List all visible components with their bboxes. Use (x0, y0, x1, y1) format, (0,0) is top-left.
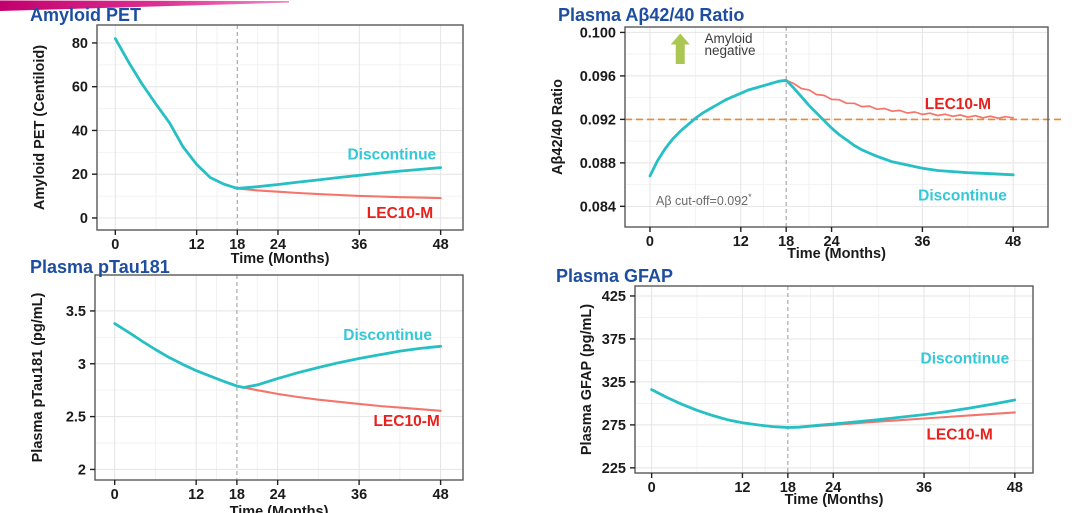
y-axis-title: Aβ42/40 Ratio (550, 79, 566, 175)
x-tick-label: 12 (188, 487, 204, 503)
y-axis: 0 20 40 60 80 (72, 36, 97, 227)
x-axis: 0 12 18 24 36 48 (648, 473, 1023, 496)
series-line-discontinue (650, 388, 1017, 429)
y-tick-label: 0.096 (580, 69, 616, 85)
x-tick-label: 24 (270, 487, 286, 503)
y-tick-label: 40 (72, 123, 88, 139)
chart-canvas-ptau181: LEC10-M Discontinue 0 12 18 24 36 48 2 2.5 3 3.5 Tim… (30, 274, 464, 513)
x-tick-label: 36 (916, 480, 932, 496)
plot-border (96, 24, 464, 231)
y-tick-label: 60 (72, 80, 88, 96)
series-label-discontinue: Discontinue (918, 187, 1007, 204)
series-label-lec10-m: LEC10-M (925, 96, 991, 113)
y-axis: 0.084 0.088 0.092 0.096 0.100 (580, 25, 625, 215)
chart-canvas-amyloid-pet: LEC10-M Discontinue 0 12 18 24 36 48 0 20 40 60 80 Ti… (32, 24, 464, 266)
up-arrow-icon (670, 33, 690, 64)
x-axis-title: Time (Months) (787, 246, 886, 262)
x-tick-label: 18 (229, 487, 245, 503)
series-line-discontinue (648, 78, 1015, 178)
ribbon-shape (0, 0, 289, 11)
x-axis: 0 12 18 24 36 48 (111, 230, 449, 253)
x-tick-label: 36 (351, 487, 367, 503)
y-tick-label: 2 (78, 462, 86, 478)
x-axis-title: Time (Months) (231, 251, 330, 266)
x-tick-label: 48 (1007, 480, 1023, 496)
series-line-discontinue (113, 37, 442, 190)
x-axis-title: Time (Months) (785, 492, 884, 508)
y-axis: 2 2.5 3 3.5 (66, 304, 95, 478)
y-axis-title: Plasma pTau181 (pg/mL) (30, 292, 46, 462)
y-tick-label: 225 (602, 461, 626, 477)
chart-title-ptau181: Plasma pTau181 (30, 257, 170, 277)
x-tick-label: 48 (433, 487, 449, 503)
gridlines (97, 25, 463, 230)
x-axis: 0 12 18 24 36 48 (646, 227, 1021, 250)
chart-panel-ab42-40-ratio: Plasma Aβ42/40 Ratio LEC10-M Discontinue A… (548, 2, 1072, 266)
series-label-lec10-m: LEC10-M (926, 426, 992, 443)
y-tick-label: 0.088 (580, 156, 616, 172)
y-axis-title: Plasma GFAP (pg/mL) (579, 304, 595, 455)
y-axis: 225 275 325 375 425 (602, 289, 635, 477)
x-tick-label: 0 (648, 480, 656, 496)
decorative-ribbon (0, 0, 289, 11)
series-line-discontinue (113, 322, 442, 389)
x-axis: 0 12 18 24 36 48 (111, 480, 449, 503)
x-tick-label: 48 (1005, 234, 1021, 250)
x-tick-label: 12 (734, 480, 750, 496)
chart-title-ab42-40-ratio: Plasma Aβ42/40 Ratio (558, 5, 745, 25)
y-tick-label: 80 (72, 36, 88, 52)
series-label-discontinue: Discontinue (347, 147, 436, 164)
y-axis-title: Amyloid PET (Centiloid) (32, 45, 48, 210)
x-tick-label: 24 (825, 480, 841, 496)
y-tick-label: 3.5 (66, 304, 86, 320)
chart-panel-gfap: Plasma GFAP LEC10-M Discontinue 0 12 18 24 36 4… (548, 256, 1072, 513)
y-tick-label: 0.100 (580, 25, 616, 41)
chart-panel-ptau181: Plasma pTau181 LEC10-M Discontinue 0 12 18 24… (18, 256, 518, 513)
x-tick-label: 48 (433, 237, 449, 253)
x-axis-title: Time (Months) (230, 504, 329, 513)
series-label-lec10-m: LEC10-M (367, 205, 433, 222)
amyloid-negative-label-line1: Amyloid (704, 31, 752, 46)
plot-border (624, 26, 1049, 228)
y-tick-label: 325 (602, 375, 626, 391)
gridlines (635, 286, 1033, 473)
plot-border (94, 274, 464, 481)
x-tick-label: 18 (780, 480, 796, 496)
chart-title-gfap: Plasma GFAP (556, 266, 674, 286)
ab-cutoff-label: Aβ cut-off=0.092* (656, 192, 752, 208)
chart-canvas-gfap: LEC10-M Discontinue 0 12 18 24 36 48 225 275 325 37… (579, 285, 1034, 508)
plot-border (634, 285, 1034, 474)
x-tick-label: 0 (111, 237, 119, 253)
chart-title-amyloid-pet: Amyloid PET (30, 5, 142, 25)
y-tick-label: 0.084 (580, 199, 616, 215)
x-tick-label: 24 (824, 234, 840, 250)
x-tick-label: 12 (733, 234, 749, 250)
chart-panel-amyloid-pet: Amyloid PET LEC10-M Discontinue 0 12 18 24 36 4… (18, 2, 518, 266)
series-label-lec10-m: LEC10-M (373, 413, 439, 430)
y-tick-label: 375 (602, 332, 626, 348)
y-tick-label: 0.092 (580, 112, 616, 128)
x-tick-label: 36 (914, 234, 930, 250)
y-tick-label: 2.5 (66, 410, 86, 426)
x-tick-label: 0 (646, 234, 654, 250)
y-tick-label: 3 (78, 357, 86, 373)
x-tick-label: 24 (270, 237, 286, 253)
amyloid-negative-label-line2: negative (704, 43, 755, 58)
x-tick-label: 18 (778, 234, 794, 250)
x-tick-label: 0 (111, 487, 119, 503)
series-label-discontinue: Discontinue (921, 351, 1010, 368)
y-tick-label: 425 (602, 289, 626, 305)
x-tick-label: 18 (229, 237, 245, 253)
y-tick-label: 20 (72, 167, 88, 183)
x-tick-label: 12 (189, 237, 205, 253)
series-label-discontinue: Discontinue (343, 327, 432, 344)
plot-area (97, 25, 463, 230)
x-tick-label: 36 (351, 237, 367, 253)
y-tick-label: 275 (602, 418, 626, 434)
plot-area (635, 286, 1033, 473)
y-tick-label: 0 (80, 211, 88, 227)
